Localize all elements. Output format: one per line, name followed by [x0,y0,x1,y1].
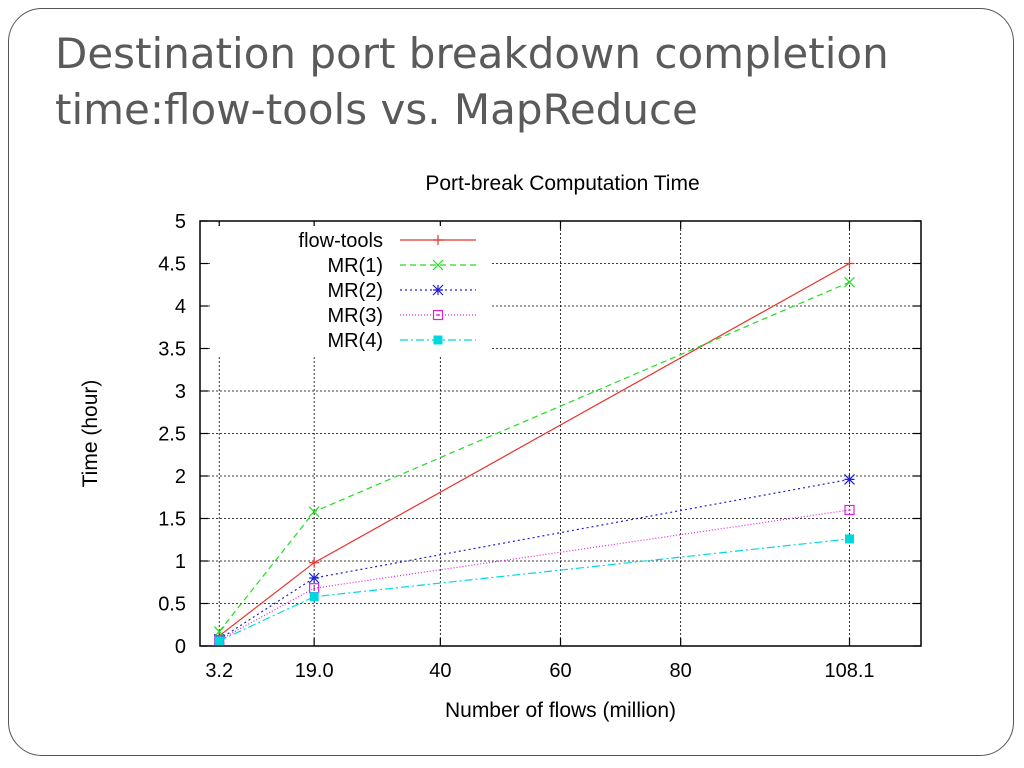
legend-marker-mr-4 [433,335,443,345]
y-tick-label: 0.5 [158,594,186,616]
y-tick-label: 1 [175,551,186,573]
legend-label-mr-4: MR(4) [327,330,383,352]
data-point-mr-1 [844,276,855,288]
data-point-mr-4 [845,534,855,544]
legend-label-mr-1: MR(1) [327,255,383,277]
y-tick-label: 2 [175,466,186,488]
x-tick-label: 3.2 [205,660,233,682]
data-point-mr-3 [844,504,855,516]
x-tick-label: 60 [549,660,571,682]
data-point-mr-3-dot [313,587,316,590]
y-tick-label: 4 [175,296,186,318]
y-tick-label: 2.5 [158,424,186,446]
series-line-mr-4 [218,538,850,642]
slide-frame [8,8,1014,756]
legend: flow-tools MR(1) MR(2) MR(3) MR(4) [212,226,492,356]
data-point-flow-tools [309,557,320,568]
series-line-mr-2 [218,478,850,640]
legend-marker-mr-3 [432,309,444,321]
series-mr-4 [214,534,855,646]
y-tick-label: 3 [175,381,186,403]
data-point-mr-4 [309,592,319,602]
legend-background [212,226,492,356]
legend-label-flow-tools: flow-tools [299,230,383,252]
x-tick-label: 40 [429,660,451,682]
x-tick-label: 19.0 [295,660,334,682]
x-axis-label: Number of flows (million) [445,699,676,722]
series-mr-2 [213,473,855,645]
data-point-mr-1 [308,506,320,518]
data-point-flow-tools [844,258,855,269]
chart-title: Port-break Computation Time [425,172,699,195]
slide-title-line-1: Destination port breakdown completion [55,29,889,78]
data-point-mr-3-dot [848,509,851,511]
legend-label-mr-3: MR(3) [327,305,383,327]
y-tick-label: 4.5 [158,254,186,276]
legend-marker-flow-tools [433,235,443,245]
legend-marker-mr-2 [432,284,444,296]
legend-marker-mr-3-dot [437,314,439,316]
x-tick-label: 108.1 [824,660,874,682]
y-tick-label: 0 [175,636,186,658]
y-tick-label: 1.5 [158,509,186,531]
data-point-mr-2 [308,572,320,584]
data-point-mr-4 [214,636,224,646]
slide-title-line-2: time:flow-tools vs. MapReduce [55,85,698,134]
y-tick-label: 5 [175,211,186,233]
legend-label-mr-2: MR(2) [327,280,383,302]
legend-marker-mr-1 [432,259,444,271]
slide-title: Destination port breakdown completion ti… [55,26,955,138]
y-tick-label: 3.5 [158,339,186,361]
series-mr-1 [213,276,855,637]
data-point-mr-1 [213,626,225,637]
data-point-mr-2 [844,473,855,485]
y-axis-label: Time (hour) [79,380,102,488]
x-tick-label: 80 [670,660,692,682]
